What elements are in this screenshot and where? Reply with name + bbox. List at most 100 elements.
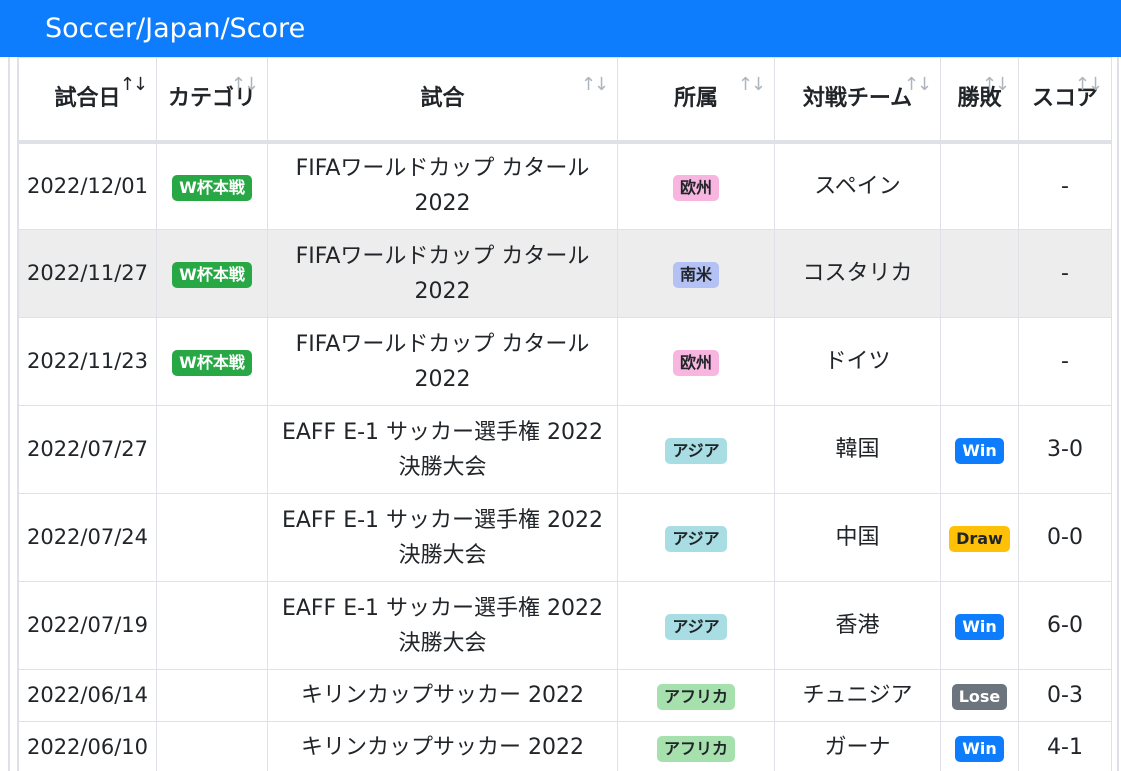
- region-badge: アジア: [665, 526, 727, 552]
- column-header-label: 所属: [673, 85, 718, 111]
- category-badge: W杯本戦: [172, 350, 252, 376]
- score-table: 試合日 ↑↓ カテゴリ ↑↓ 試合 ↑↓ 所属 ↑↓ 対戦チーム ↑↓ 勝敗 ↑↓ スコア ↑↓ 2022…: [18, 57, 1112, 771]
- match-date: 2022/07/27: [26, 437, 149, 461]
- result-badge: Draw: [949, 526, 1010, 552]
- table-row[interactable]: 2022/07/27 EAFF E-1 サッカー選手権 2022 決勝大会 アジア 韓…: [18, 405, 1112, 494]
- result-badge: Win: [955, 736, 1004, 762]
- column-header-opponent[interactable]: 対戦チーム ↑↓: [774, 57, 941, 144]
- opponent-name: コスタリカ: [802, 261, 913, 286]
- match-date: 2022/11/23: [26, 349, 149, 373]
- region-badge: アフリカ: [656, 736, 735, 762]
- column-header-label: カテゴリ: [167, 85, 256, 111]
- table-row[interactable]: 2022/11/27 W杯本戦 FIFAワールドカップ カタール 2022 南米 コスタ…: [18, 229, 1112, 318]
- sort-arrows-icon[interactable]: ↑↓: [230, 74, 259, 95]
- match-name: EAFF E-1 サッカー選手権 2022 決勝大会: [281, 595, 604, 656]
- cell-date: 2022/06/10: [18, 721, 157, 771]
- column-header-score[interactable]: スコア ↑↓: [1018, 57, 1112, 144]
- result-badge: Win: [955, 438, 1004, 464]
- cell-date: 2022/07/19: [18, 581, 157, 670]
- cell-category: W杯本戦: [156, 229, 268, 318]
- column-header-match[interactable]: 試合 ↑↓: [267, 57, 618, 144]
- column-header-region[interactable]: 所属 ↑↓: [617, 57, 775, 144]
- cell-date: 2022/07/24: [18, 493, 157, 582]
- cell-match: FIFAワールドカップ カタール 2022: [267, 317, 618, 406]
- column-header-label: 対戦チーム: [802, 85, 913, 111]
- app-header: Soccer/Japan/Score: [0, 0, 1121, 57]
- cell-result: Draw: [940, 493, 1019, 582]
- match-name: FIFAワールドカップ カタール 2022: [295, 243, 590, 304]
- opponent-name: ガーナ: [824, 735, 891, 760]
- cell-category: [156, 669, 268, 722]
- column-header-date[interactable]: 試合日 ↑↓: [18, 57, 157, 144]
- column-header-result[interactable]: 勝敗 ↑↓: [940, 57, 1019, 144]
- table-row[interactable]: 2022/07/19 EAFF E-1 サッカー選手権 2022 決勝大会 アジア 香…: [18, 581, 1112, 670]
- cell-score: 0-3: [1018, 669, 1112, 722]
- cell-opponent: ガーナ: [774, 721, 941, 771]
- cell-result: Win: [940, 581, 1019, 670]
- sort-arrows-icon[interactable]: ↑↓: [119, 74, 148, 95]
- cell-result: [940, 229, 1019, 318]
- table-row[interactable]: 2022/06/14 キリンカップサッカー 2022 アフリカ チュニジア Lose 0-…: [18, 669, 1112, 722]
- region-badge: 南米: [672, 262, 719, 288]
- sort-arrows-icon[interactable]: ↑↓: [903, 74, 932, 95]
- cell-match: EAFF E-1 サッカー選手権 2022 決勝大会: [267, 581, 618, 670]
- result-badge: Win: [955, 614, 1004, 640]
- cell-score: 4-1: [1018, 721, 1112, 771]
- cell-score: 0-0: [1018, 493, 1112, 582]
- score-value: 3-0: [1047, 437, 1083, 462]
- category-badge: W杯本戦: [172, 262, 252, 288]
- cell-opponent: ドイツ: [774, 317, 941, 406]
- region-badge: アジア: [665, 438, 727, 464]
- cell-opponent: チュニジア: [774, 669, 941, 722]
- score-table-container: 試合日 ↑↓ カテゴリ ↑↓ 試合 ↑↓ 所属 ↑↓ 対戦チーム ↑↓ 勝敗 ↑↓ スコア ↑↓ 2022…: [17, 57, 1112, 771]
- cell-region: アジア: [617, 405, 775, 494]
- sort-arrows-icon[interactable]: ↑↓: [580, 74, 609, 95]
- cell-match: FIFAワールドカップ カタール 2022: [267, 141, 618, 230]
- table-row[interactable]: 2022/11/23 W杯本戦 FIFAワールドカップ カタール 2022 欧州 ドイツ…: [18, 317, 1112, 406]
- region-badge: アジア: [665, 614, 727, 640]
- cell-result: [940, 317, 1019, 406]
- opponent-name: チュニジア: [802, 683, 913, 708]
- column-header-label: スコア: [1031, 85, 1098, 111]
- match-name: キリンカップサッカー 2022: [301, 735, 584, 760]
- score-value: 0-0: [1047, 525, 1083, 550]
- cell-result: [940, 141, 1019, 230]
- match-date: 2022/12/01: [26, 173, 149, 198]
- match-date: 2022/06/10: [26, 735, 149, 759]
- cell-region: アフリカ: [617, 669, 775, 722]
- column-header-category[interactable]: カテゴリ ↑↓: [156, 57, 268, 144]
- cell-region: 欧州: [617, 317, 775, 406]
- region-badge: 欧州: [672, 174, 719, 201]
- table-row[interactable]: 2022/06/10 キリンカップサッカー 2022 アフリカ ガーナ Win 4-1: [18, 721, 1112, 771]
- cell-score: -: [1018, 317, 1112, 406]
- cell-date: 2022/11/23: [18, 317, 157, 406]
- opponent-name: 中国: [835, 525, 880, 550]
- container-border-right: [1117, 57, 1119, 771]
- opponent-name: スペイン: [814, 173, 901, 199]
- table-row[interactable]: 2022/07/24 EAFF E-1 サッカー選手権 2022 決勝大会 アジア 中…: [18, 493, 1112, 582]
- cell-category: [156, 581, 268, 670]
- column-header-label: 試合: [420, 85, 465, 111]
- match-date: 2022/11/27: [26, 261, 149, 285]
- category-badge: W杯本戦: [172, 174, 252, 201]
- table-row[interactable]: 2022/12/01 W杯本戦 FIFAワールドカップ カタール 2022 欧州 スペイ…: [18, 141, 1112, 230]
- cell-score: -: [1018, 229, 1112, 318]
- cell-category: W杯本戦: [156, 141, 268, 230]
- match-name: EAFF E-1 サッカー選手権 2022 決勝大会: [281, 419, 604, 480]
- score-value: 6-0: [1047, 613, 1083, 638]
- sort-arrows-icon[interactable]: ↑↓: [981, 74, 1010, 95]
- sort-arrows-icon[interactable]: ↑↓: [737, 74, 766, 95]
- match-date: 2022/07/24: [26, 525, 149, 549]
- cell-match: FIFAワールドカップ カタール 2022: [267, 229, 618, 318]
- cell-opponent: 中国: [774, 493, 941, 582]
- score-value: -: [1061, 349, 1069, 374]
- match-name: FIFAワールドカップ カタール 2022: [295, 156, 590, 217]
- cell-opponent: 香港: [774, 581, 941, 670]
- score-value: 0-3: [1047, 683, 1083, 708]
- table-header-row: 試合日 ↑↓ カテゴリ ↑↓ 試合 ↑↓ 所属 ↑↓ 対戦チーム ↑↓ 勝敗 ↑↓ スコア ↑↓: [18, 57, 1112, 144]
- result-badge: Lose: [951, 684, 1008, 710]
- column-header-label: 試合日: [54, 85, 121, 111]
- cell-opponent: 韓国: [774, 405, 941, 494]
- sort-arrows-icon[interactable]: ↑↓: [1074, 74, 1103, 95]
- cell-result: Win: [940, 721, 1019, 771]
